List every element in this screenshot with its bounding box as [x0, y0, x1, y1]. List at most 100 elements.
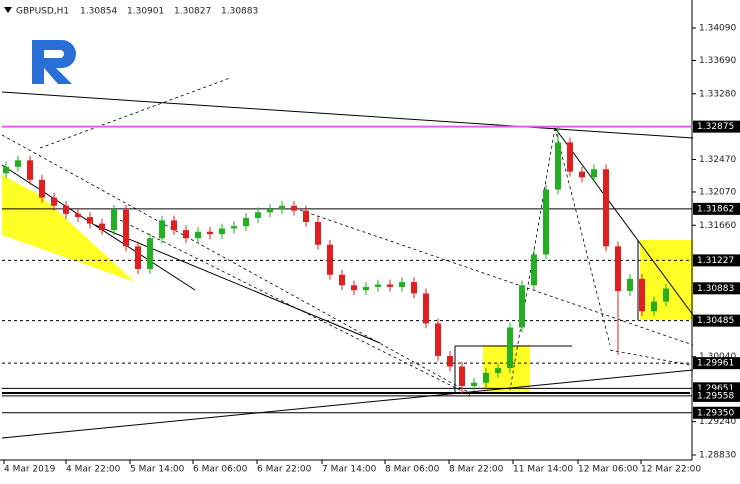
candle-body	[219, 228, 225, 235]
candle-body	[663, 288, 669, 302]
candle-body	[615, 246, 621, 292]
header-value: 1.30854	[80, 7, 117, 17]
level-label: 1.31862	[697, 204, 734, 214]
level-box	[693, 357, 740, 370]
header-value: 1.30827	[174, 7, 211, 17]
y-tick-label: 1.28830	[699, 450, 736, 460]
dashed-lines	[1, 77, 694, 396]
level-box	[693, 314, 740, 327]
y-tick-label: 1.32070	[699, 187, 736, 197]
candle-body	[315, 222, 321, 245]
menu-arrow[interactable]	[4, 7, 12, 13]
header-value: 1.30901	[127, 7, 164, 17]
candle-body	[411, 282, 417, 294]
zone	[2, 175, 135, 282]
x-tick-label: 7 Mar 14:00	[322, 465, 377, 475]
trend-lines	[1, 91, 694, 439]
y-tick-label: 1.31660	[699, 221, 736, 231]
candle-body	[483, 372, 489, 383]
candle-body	[303, 210, 309, 223]
candle-body	[519, 285, 525, 328]
candle-body	[291, 205, 297, 211]
level-label: 1.29651	[697, 384, 734, 394]
candle-body	[255, 212, 261, 218]
candle-body	[423, 293, 429, 324]
candle-body	[171, 220, 177, 231]
candle-body	[159, 220, 165, 239]
level-label: 1.29558	[697, 391, 734, 401]
x-tick-label: 11 Mar 14:00	[513, 465, 573, 475]
candle-body	[543, 189, 549, 255]
candle-body	[111, 209, 117, 231]
level-label: 1.29961	[697, 359, 734, 369]
candle-body	[207, 231, 213, 235]
candle-body	[459, 366, 465, 386]
candle-body	[603, 169, 609, 247]
zone	[640, 240, 693, 320]
x-tick-label: 4 Mar 2019	[4, 465, 56, 475]
y-tick-label: 1.32470	[699, 155, 736, 165]
candle-body	[399, 282, 405, 287]
candle-body	[531, 254, 537, 286]
candle-body	[63, 205, 69, 214]
candle-body	[195, 231, 201, 239]
candle-body	[99, 223, 105, 231]
y-tick-label: 1.33690	[699, 56, 736, 66]
candle-body	[579, 171, 585, 178]
level-box	[693, 282, 740, 295]
candle-body	[651, 301, 657, 312]
level-box	[693, 202, 740, 215]
candle-body	[471, 382, 477, 386]
candle-body	[75, 213, 81, 218]
candle-body	[267, 209, 273, 213]
candle-body	[591, 169, 597, 178]
header-value: 1.30883	[221, 7, 258, 17]
level-box	[693, 254, 740, 267]
level-label: 1.30485	[697, 316, 734, 326]
candle-body	[135, 246, 141, 270]
x-tick-label: 8 Mar 22:00	[449, 465, 504, 475]
level-label: 1.32875	[697, 122, 734, 132]
candle-body	[363, 286, 369, 291]
candle-body	[339, 274, 345, 286]
candle-body	[279, 205, 285, 210]
x-tick-label: 12 Mar 06:00	[578, 465, 638, 475]
x-tick-label: 4 Mar 22:00	[66, 465, 121, 475]
candle-body	[495, 368, 501, 373]
x-tick-label: 6 Mar 22:00	[257, 465, 312, 475]
candle-body	[507, 327, 513, 369]
x-tick-label: 6 Mar 06:00	[193, 465, 248, 475]
level-box	[693, 406, 740, 419]
candle-body	[567, 142, 573, 172]
candle-body	[555, 142, 561, 190]
candle-body	[3, 166, 9, 174]
candle-body	[39, 179, 45, 198]
level-label: 1.31227	[697, 256, 734, 266]
zone	[483, 345, 530, 393]
level-box	[693, 389, 740, 402]
y-tick-label: 1.33280	[699, 89, 736, 99]
candle-body	[87, 217, 93, 224]
level-label: 1.29350	[697, 408, 734, 418]
candle-body	[627, 278, 633, 292]
candle-body	[351, 285, 357, 291]
level-box	[693, 120, 740, 133]
candle-body	[183, 230, 189, 239]
candle-body	[375, 284, 381, 287]
x-tick-label: 8 Mar 06:00	[385, 465, 440, 475]
candle-body	[27, 160, 33, 180]
candle-body	[435, 323, 441, 356]
x-tick-label: 5 Mar 14:00	[130, 465, 185, 475]
candle-body	[243, 217, 249, 227]
logo	[32, 40, 76, 84]
level-label: 1.30883	[697, 284, 734, 294]
candle-body	[123, 209, 129, 247]
symbol: GBPUSD,H1	[16, 7, 69, 17]
candle-body	[51, 197, 57, 206]
candle-body	[387, 284, 393, 287]
candle-body	[147, 238, 153, 270]
candle-body	[231, 226, 237, 229]
